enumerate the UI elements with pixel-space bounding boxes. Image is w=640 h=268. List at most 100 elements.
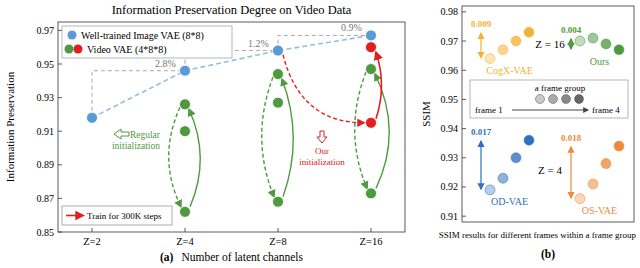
data-point	[273, 97, 284, 108]
frame-dot	[485, 185, 495, 195]
data-point	[366, 30, 377, 41]
y-tick	[462, 99, 466, 100]
plot-frame	[462, 6, 634, 222]
series-label: OD-VAE	[491, 196, 528, 207]
panel-label: (b)	[541, 248, 555, 261]
train-box-arrow	[66, 215, 83, 217]
y-tick	[58, 97, 62, 98]
data-point	[180, 206, 191, 217]
title: Information Preservation Degree on Video…	[112, 3, 352, 17]
y-tick	[58, 164, 62, 165]
inset-dot	[562, 95, 571, 104]
init-arrow	[355, 72, 367, 188]
y-tick-label: 0.97	[37, 25, 55, 36]
y-tick-label: 0.91	[441, 211, 459, 222]
annotation: Train for 300K steps	[87, 211, 162, 221]
data-point	[273, 69, 284, 80]
annotation-line: Regular	[130, 130, 161, 140]
inset-label: frame 4	[592, 105, 620, 115]
frame-dot	[601, 159, 611, 169]
frame-dot	[614, 141, 624, 151]
train-box	[62, 206, 172, 225]
group-label: Z = 16	[535, 38, 565, 50]
data-point	[180, 65, 191, 76]
y-tick	[462, 70, 466, 71]
difference-arrow	[570, 39, 571, 49]
frame-dot	[601, 39, 611, 49]
data-point	[366, 42, 377, 53]
y-tick	[58, 198, 62, 199]
group-label: Z = 4	[538, 164, 562, 176]
y-tick	[462, 128, 466, 129]
hollow-arrow	[114, 129, 129, 139]
y-tick	[58, 232, 62, 233]
difference-label: 0.017	[471, 127, 492, 137]
annotation: Ourinitialization	[299, 146, 345, 167]
annotation-line: Our	[315, 146, 329, 156]
legend-marker	[68, 31, 77, 40]
inset-dot	[575, 95, 584, 104]
y-tick-label: 0.96	[441, 65, 459, 76]
data-point	[180, 126, 191, 137]
frame-dot	[588, 179, 598, 189]
y-tick	[58, 131, 62, 132]
difference-label: 0.009	[471, 19, 492, 29]
y-tick	[462, 41, 466, 42]
x-tick	[371, 228, 372, 232]
data-point	[366, 188, 377, 199]
y-tick-label: 0.97	[441, 36, 459, 47]
y-tick	[462, 186, 466, 187]
difference-arrow	[480, 141, 481, 189]
legend-marker	[74, 45, 83, 54]
y-tick-label: 0.95	[441, 94, 459, 105]
frame-dot	[498, 45, 508, 55]
x-tick	[92, 228, 93, 232]
y-tick-label: 0.85	[37, 227, 55, 238]
y-tick-label: 0.87	[37, 193, 55, 204]
data-point	[366, 117, 377, 128]
difference-arrow	[570, 147, 571, 198]
frame-dot	[524, 135, 534, 145]
x-axis-label: (a) Number of latent channels	[160, 251, 304, 264]
x-tick-label: Z=2	[83, 236, 101, 247]
x-label-text: Number of latent channels	[181, 251, 303, 263]
annotation-line: initialization	[112, 141, 160, 151]
y-tick-label: 0.92	[441, 181, 459, 192]
our-init-arrow	[283, 55, 364, 123]
step-guide	[92, 71, 185, 118]
inset-label: frame 1	[475, 105, 503, 115]
annotation-line: initialization	[299, 157, 345, 167]
train-arrow	[282, 79, 293, 197]
difference-label: 0.004	[561, 25, 582, 35]
x-tick	[278, 228, 279, 232]
legend-box	[62, 26, 232, 58]
frame-dot	[498, 173, 508, 183]
frame-dot	[575, 36, 585, 46]
gain-label: 1.2%	[248, 38, 269, 49]
legend-label: Video VAE (4*8*8)	[87, 44, 167, 56]
inset-dot	[536, 95, 545, 104]
series-label: OS-VAE	[582, 205, 617, 216]
frame-dot	[588, 33, 598, 43]
y-tick-label: 0.95	[37, 59, 55, 70]
x-axis-label: SSIM results for different frames within…	[439, 230, 637, 240]
figure: Information Preservation Degree on Video…	[0, 0, 640, 268]
y-axis-label: SSIM	[420, 101, 432, 127]
init-arrow	[262, 77, 274, 197]
frame-dot	[485, 54, 495, 64]
frame-dot	[575, 194, 585, 204]
x-tick-label: Z=8	[269, 236, 287, 247]
y-tick	[462, 11, 466, 12]
plot-frame	[58, 22, 405, 232]
our-train-arrow	[376, 52, 382, 119]
data-point	[273, 196, 284, 207]
y-tick-label: 0.93	[37, 92, 55, 103]
panel-label: (a)	[160, 251, 174, 264]
series-label: CogX-VAE	[486, 65, 532, 76]
inset-dot	[549, 95, 558, 104]
legend-label: Well-trained Image VAE (8*8)	[81, 30, 204, 42]
frame-dot	[511, 36, 521, 46]
step-guide	[278, 35, 371, 50]
frame-dot	[614, 45, 624, 55]
series-label: Ours	[590, 56, 610, 67]
